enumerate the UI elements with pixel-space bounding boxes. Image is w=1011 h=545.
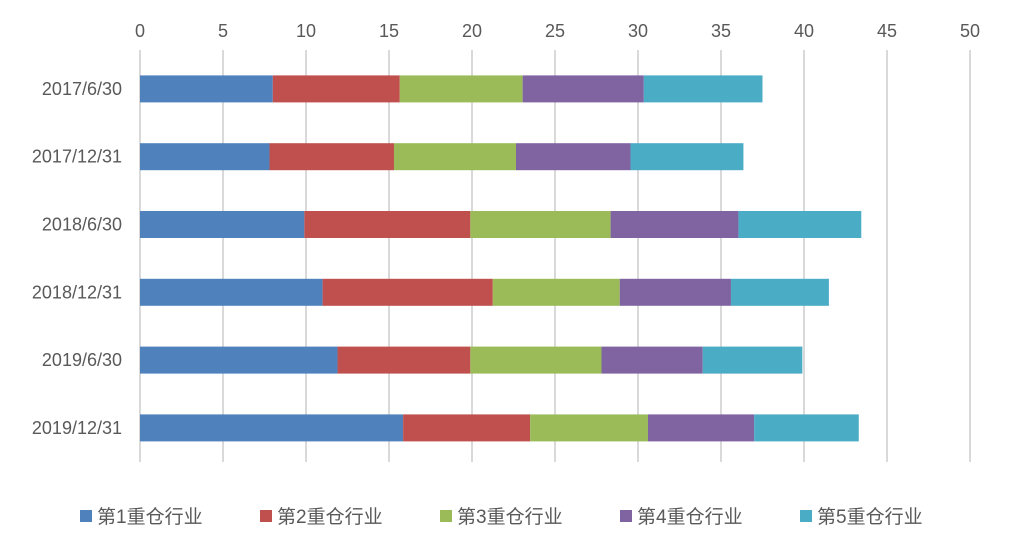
bar-segment-series-1 xyxy=(140,211,305,238)
x-tick-label: 15 xyxy=(379,21,399,41)
bar-segment-series-2 xyxy=(269,143,394,171)
bar-segment-series-4 xyxy=(610,211,739,238)
bar-segment-series-3 xyxy=(393,143,516,171)
bar-segment-series-1 xyxy=(140,414,404,442)
gridlines xyxy=(139,50,971,462)
bar-segment-series-3 xyxy=(530,414,648,442)
bar-segment-series-4 xyxy=(601,346,703,374)
x-tick-label: 50 xyxy=(960,21,980,41)
bar-segment-series-3 xyxy=(470,211,611,238)
legend-swatch xyxy=(440,510,452,522)
bar-segment-series-4 xyxy=(619,278,731,306)
legend-item: 第4重仓行业 xyxy=(620,506,743,528)
bar-segment-series-3 xyxy=(492,278,620,306)
bar-segment-series-2 xyxy=(403,414,531,442)
x-tick-label: 35 xyxy=(711,21,731,41)
legend-label: 第5重仓行业 xyxy=(817,506,923,528)
x-tick-label: 40 xyxy=(794,21,814,41)
bar-segment-series-5 xyxy=(702,346,803,374)
legend-item: 第2重仓行业 xyxy=(260,506,383,528)
category-labels: 2017/6/30 2017/12/31 2018/6/30 2018/12/31 20… xyxy=(32,79,122,438)
x-axis-ticks: 0 5 10 15 20 25 30 35 40 45 50 xyxy=(135,21,980,41)
legend-label: 第4重仓行业 xyxy=(637,506,743,528)
x-tick-label: 30 xyxy=(628,21,648,41)
legend-swatch xyxy=(260,510,272,522)
legend-item: 第1重仓行业 xyxy=(80,506,203,528)
bar-segment-series-2 xyxy=(337,346,471,374)
bar-segment-series-5 xyxy=(630,143,744,171)
bar-segment-series-2 xyxy=(272,75,400,103)
x-tick-label: 0 xyxy=(135,21,145,41)
category-label: 2017/12/31 xyxy=(32,147,122,167)
bars xyxy=(140,75,862,442)
x-tick-label: 10 xyxy=(296,21,316,41)
bar-segment-series-1 xyxy=(140,346,338,374)
category-label: 2019/12/31 xyxy=(32,418,122,438)
bar-segment-series-1 xyxy=(140,75,273,103)
legend-label: 第2重仓行业 xyxy=(277,506,383,528)
x-tick-label: 20 xyxy=(462,21,482,41)
bar-segment-series-1 xyxy=(140,278,323,306)
x-tick-label: 5 xyxy=(218,21,228,41)
category-label: 2019/6/30 xyxy=(42,350,122,370)
bar-segment-series-4 xyxy=(515,143,631,171)
x-tick-label: 25 xyxy=(545,21,565,41)
bar-segment-series-5 xyxy=(754,414,859,442)
category-label: 2017/6/30 xyxy=(42,79,122,99)
bar-segment-series-3 xyxy=(399,75,523,103)
legend-label: 第1重仓行业 xyxy=(97,506,203,528)
bar-segment-series-5 xyxy=(738,211,862,238)
legend-swatch xyxy=(800,510,812,522)
bar-segment-series-5 xyxy=(730,278,829,306)
category-label: 2018/12/31 xyxy=(32,282,122,302)
bar-segment-series-4 xyxy=(647,414,755,442)
legend-swatch xyxy=(620,510,632,522)
legend-swatch xyxy=(80,510,92,522)
bar-segment-series-3 xyxy=(470,346,602,374)
x-tick-label: 45 xyxy=(877,21,897,41)
bar-segment-series-4 xyxy=(522,75,644,103)
legend-label: 第3重仓行业 xyxy=(457,506,563,528)
category-label: 2018/6/30 xyxy=(42,215,122,235)
bar-segment-series-2 xyxy=(304,211,471,238)
legend: 第1重仓行业 第2重仓行业 第3重仓行业 第4重仓行业 第5重仓行业 xyxy=(80,506,923,528)
bar-segment-series-1 xyxy=(140,143,270,171)
bar-segment-series-5 xyxy=(643,75,763,103)
bar-segment-series-2 xyxy=(322,278,493,306)
legend-item: 第3重仓行业 xyxy=(440,506,563,528)
legend-item: 第5重仓行业 xyxy=(800,506,923,528)
